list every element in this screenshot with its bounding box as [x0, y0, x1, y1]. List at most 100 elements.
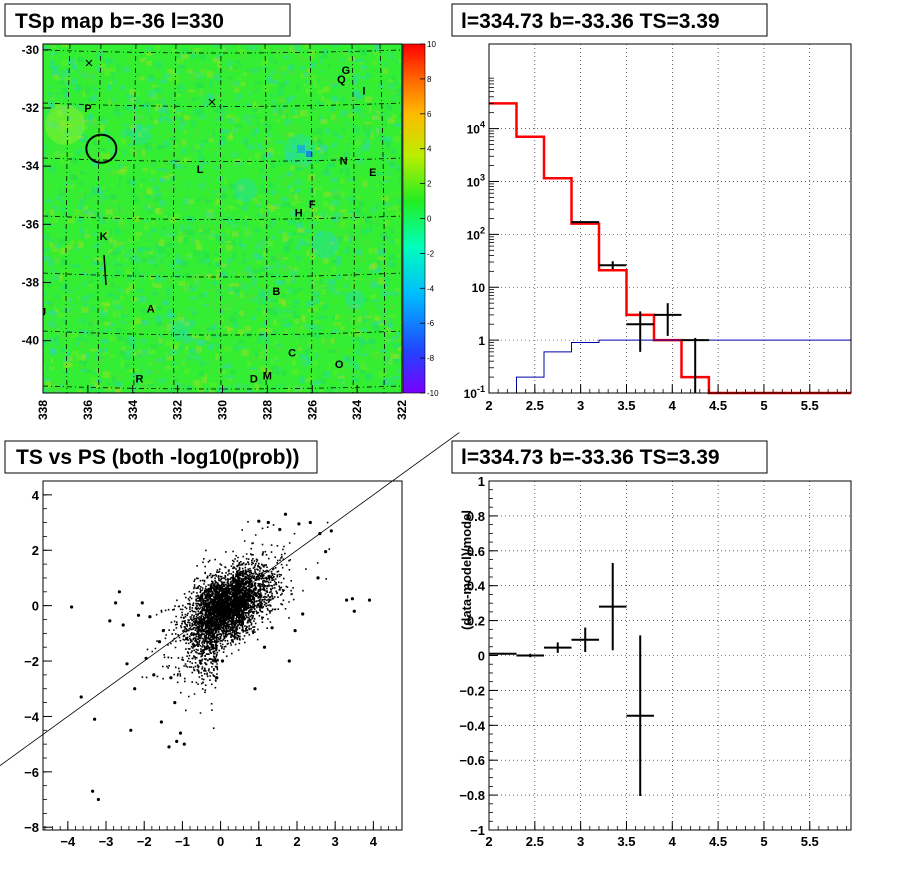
heatmap-cell	[297, 145, 305, 153]
heatmap-cell	[377, 195, 385, 199]
heatmap-cell	[146, 298, 150, 303]
heatmap-cell	[147, 134, 153, 139]
heatmap-cell	[400, 290, 402, 297]
heatmap-cell	[389, 79, 394, 83]
heatmap-cell	[127, 342, 136, 346]
y-tick-label: 0.8	[467, 509, 485, 524]
heatmap-cell	[88, 321, 96, 327]
x-tick-label: 5	[760, 398, 767, 413]
heatmap-cell	[204, 340, 211, 345]
heatmap-cell	[82, 118, 86, 123]
source-label: F	[309, 199, 316, 211]
heatmap-cell	[317, 128, 323, 135]
heatmap-cell	[352, 124, 359, 129]
heatmap-cell	[207, 391, 211, 393]
heatmap-cell	[110, 274, 116, 278]
heatmap-cell	[274, 343, 283, 348]
heatmap-cell	[98, 348, 104, 351]
heatmap-cell	[315, 146, 322, 151]
heatmap-cell	[394, 288, 401, 292]
scatter-point	[324, 550, 328, 554]
heatmap-cell	[399, 254, 402, 258]
heatmap-cell	[65, 104, 73, 108]
heatmap-cell	[333, 44, 338, 47]
heatmap-cell	[209, 382, 217, 387]
heatmap-cell	[88, 194, 92, 198]
heatmap-cell	[370, 312, 373, 317]
heatmap-cell	[179, 206, 183, 212]
heatmap-cell	[186, 181, 190, 189]
heatmap-cell	[235, 125, 243, 128]
heatmap-cell	[355, 335, 360, 341]
scatter-point	[133, 687, 137, 691]
heatmap-cell	[254, 308, 262, 311]
heatmap-cell	[115, 243, 124, 248]
heatmap-cell	[389, 163, 394, 166]
heatmap-cell	[138, 372, 141, 375]
heatmap-cell	[257, 117, 260, 123]
heatmap-cell	[292, 311, 297, 318]
heatmap-cell	[370, 132, 374, 139]
heatmap-cell	[352, 90, 361, 95]
heatmap-cell	[180, 65, 185, 69]
heatmap-cell	[58, 171, 62, 177]
heatmap-cell	[234, 55, 238, 62]
heatmap-cell	[164, 282, 167, 286]
heatmap-cell	[239, 145, 243, 152]
heatmap-cell	[387, 207, 392, 211]
heatmap-cell	[112, 311, 121, 318]
scatter-point	[278, 527, 282, 532]
heatmap-cell	[54, 216, 59, 223]
heatmap-cell	[185, 285, 189, 292]
heatmap-cell	[191, 311, 197, 316]
heatmap-cell	[208, 246, 215, 252]
heatmap-cell	[392, 335, 400, 340]
heatmap-cell	[64, 131, 72, 136]
heatmap-cell	[78, 148, 82, 152]
heatmap-cell	[230, 377, 233, 385]
heatmap-cell	[386, 262, 395, 267]
heatmap-cell	[120, 85, 126, 90]
heatmap-cell	[278, 390, 286, 393]
heatmap-cell	[201, 95, 205, 102]
heatmap-cell	[141, 384, 148, 390]
heatmap-cell	[247, 361, 252, 368]
heatmap-cell	[207, 148, 214, 151]
heatmap-cell	[321, 289, 326, 295]
heatmap-cell	[89, 284, 93, 291]
heatmap-cell	[357, 226, 362, 230]
heatmap-cell	[345, 170, 350, 177]
heatmap-cell	[141, 339, 145, 342]
heatmap-cell	[53, 76, 56, 79]
heatmap-cell	[78, 126, 82, 133]
heatmap-cell	[176, 109, 183, 113]
heatmap-cell	[393, 136, 401, 143]
heatmap-cell	[195, 66, 198, 71]
heatmap-cell	[400, 282, 402, 286]
heatmap-cell	[163, 215, 167, 219]
heatmap-cell	[88, 308, 91, 314]
heatmap-cell	[119, 70, 122, 75]
heatmap-cell	[150, 229, 158, 233]
heatmap-cell	[45, 105, 85, 145]
heatmap-cell	[90, 377, 98, 385]
heatmap-cell	[183, 165, 187, 169]
heatmap-cell	[269, 314, 273, 322]
heatmap-cell	[282, 109, 287, 114]
heatmap-cell	[353, 254, 359, 259]
heatmap-cell	[268, 211, 272, 214]
y-tick-label: -34	[22, 159, 40, 173]
heatmap-cell	[217, 175, 223, 181]
heatmap-cell	[234, 88, 239, 93]
heatmap-cell	[304, 388, 310, 392]
heatmap-cell	[136, 352, 142, 356]
heatmap-cell	[237, 272, 240, 279]
heatmap-cell	[180, 355, 188, 358]
heatmap-cell	[317, 79, 320, 83]
heatmap-cell	[364, 121, 372, 125]
heatmap-cell	[242, 72, 247, 76]
heatmap-cell	[60, 383, 64, 388]
heatmap-cell	[292, 205, 296, 210]
heatmap-cell	[104, 321, 111, 326]
heatmap-cell	[46, 109, 50, 116]
